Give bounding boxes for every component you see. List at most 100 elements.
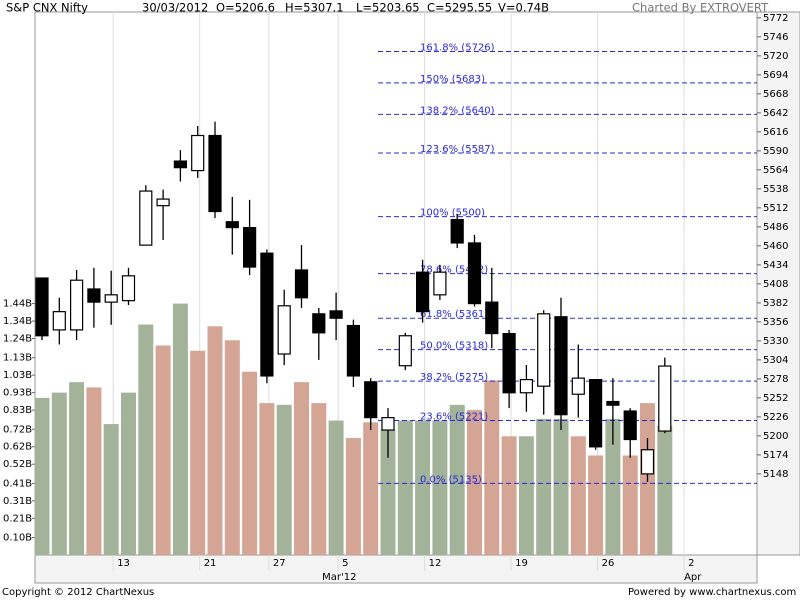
candle-body xyxy=(139,190,153,246)
x-tick-label: 2 xyxy=(688,558,694,569)
candle-body xyxy=(69,279,84,331)
candle-body xyxy=(364,381,378,419)
candle-body xyxy=(554,316,568,416)
candle-body xyxy=(467,242,482,305)
volume-bar xyxy=(51,392,67,555)
y-tick-label: 5642 xyxy=(763,108,788,119)
candle-body xyxy=(588,379,603,448)
candle-body xyxy=(502,332,516,394)
candle-body xyxy=(381,417,395,431)
volume-bar xyxy=(657,425,673,555)
candle-body xyxy=(346,324,360,377)
y-tick-label: 5148 xyxy=(763,469,788,480)
y2-tick-label: 0.72B xyxy=(3,424,32,435)
y2-tick-label: 1.13B xyxy=(3,353,32,364)
y-tick-label: 5694 xyxy=(763,70,788,81)
chart-title: S&P CNX Nifty xyxy=(6,1,88,15)
y-tick-label: 5564 xyxy=(763,165,788,176)
candle-body xyxy=(191,134,205,172)
candle-body xyxy=(640,449,655,475)
candle-body xyxy=(104,294,118,303)
header-item: O=5206.6 xyxy=(216,1,275,15)
volume-bar xyxy=(501,436,517,555)
x-tick-label: 13 xyxy=(117,558,130,569)
y-tick-label: 5174 xyxy=(763,450,788,461)
candle-body xyxy=(433,271,447,296)
y2-tick-label: 1.44B xyxy=(3,299,32,310)
y-tick-label: 5590 xyxy=(763,146,788,157)
y-tick-label: 5746 xyxy=(763,32,788,43)
header-item: 30/03/2012 xyxy=(142,1,208,15)
y-tick-label: 5460 xyxy=(763,241,788,252)
price-axis-panel xyxy=(756,11,800,556)
y2-tick-label: 0.83B xyxy=(3,405,32,416)
candle-body xyxy=(294,269,309,299)
volume-bar xyxy=(622,455,638,555)
fib-label: 61.8% (5361) xyxy=(420,309,488,320)
y-tick-label: 5382 xyxy=(763,298,788,309)
y2-tick-label: 0.52B xyxy=(3,459,32,470)
volume-bar xyxy=(121,392,136,555)
y-tick-label: 5200 xyxy=(763,431,788,442)
volume-bar xyxy=(553,418,569,555)
footer-left: Copyright © 2012 ChartNexus xyxy=(2,587,154,598)
candle-body xyxy=(156,198,170,207)
volume-bar xyxy=(207,326,223,555)
volume-bar xyxy=(34,397,50,555)
fib-label: 0.0% (5135) xyxy=(420,474,482,485)
volume-bar xyxy=(484,380,500,555)
candle-body xyxy=(623,410,637,441)
x-tick-label: 26 xyxy=(602,558,615,569)
volume-bar xyxy=(259,403,275,555)
y-tick-label: 5486 xyxy=(763,222,788,233)
candle-body xyxy=(208,134,222,213)
candle-body xyxy=(312,313,326,334)
volume-bar xyxy=(294,382,309,555)
y2-tick-label: 0.41B xyxy=(3,478,32,489)
y-tick-label: 5538 xyxy=(763,184,788,195)
y-tick-label: 5304 xyxy=(763,355,788,366)
volume-bar xyxy=(432,420,448,555)
candle-body xyxy=(571,377,585,395)
x-tick-label: 21 xyxy=(204,558,217,569)
volume-bar xyxy=(605,418,621,555)
fib-label: 78.6% (5422) xyxy=(420,265,488,276)
candle-body xyxy=(173,160,187,169)
volume-bar xyxy=(570,436,586,555)
volume-bar xyxy=(518,436,534,555)
volume-bar xyxy=(467,410,482,555)
candle-body xyxy=(537,313,551,387)
volume-bar xyxy=(138,324,154,555)
y-tick-label: 5512 xyxy=(763,203,788,214)
volume-bar xyxy=(588,455,604,555)
candle-body xyxy=(485,301,499,335)
candle-body xyxy=(398,335,412,367)
volume-bar xyxy=(276,404,292,555)
candle-body xyxy=(121,275,136,302)
volume-bar xyxy=(536,418,552,555)
volume-bar xyxy=(311,403,327,555)
volume-bar xyxy=(380,429,396,555)
volume-bar xyxy=(224,340,240,555)
footer-right: Powered by www.chartnexus.com xyxy=(628,587,796,598)
fib-label: 50.0% (5318) xyxy=(420,341,488,352)
header-item: V=0.74B xyxy=(498,1,549,15)
header-item: H=5307.1 xyxy=(285,1,344,15)
y2-tick-label: 0.31B xyxy=(3,496,32,507)
volume-bar xyxy=(415,420,431,555)
volume-bar xyxy=(397,420,413,555)
y-tick-label: 5356 xyxy=(763,317,788,328)
candle-body xyxy=(35,277,49,337)
candle-body xyxy=(52,311,66,331)
y2-tick-label: 0.21B xyxy=(3,513,32,524)
y-tick-label: 5408 xyxy=(763,279,788,290)
volume-bar xyxy=(190,350,206,555)
y-tick-label: 5226 xyxy=(763,412,788,423)
candle-body xyxy=(87,288,101,303)
candle-body xyxy=(519,379,534,394)
candle-body xyxy=(658,365,672,432)
y-tick-label: 5278 xyxy=(763,374,788,385)
volume-bar xyxy=(103,424,119,555)
y-tick-label: 5720 xyxy=(763,51,788,62)
